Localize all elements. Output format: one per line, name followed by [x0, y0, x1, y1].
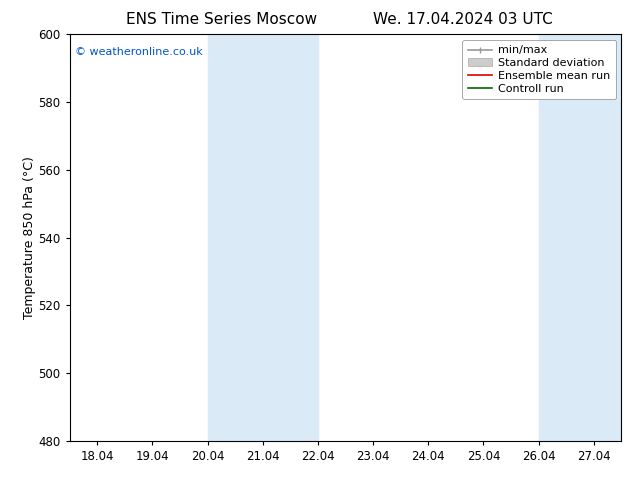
Text: We. 17.04.2024 03 UTC: We. 17.04.2024 03 UTC [373, 12, 553, 27]
Legend: min/max, Standard deviation, Ensemble mean run, Controll run: min/max, Standard deviation, Ensemble me… [462, 40, 616, 99]
Bar [207, 34, 318, 441]
Text: ENS Time Series Moscow: ENS Time Series Moscow [126, 12, 318, 27]
Bar [539, 34, 621, 441]
Text: © weatheronline.co.uk: © weatheronline.co.uk [75, 47, 203, 56]
Y-axis label: Temperature 850 hPa (°C): Temperature 850 hPa (°C) [23, 156, 36, 319]
